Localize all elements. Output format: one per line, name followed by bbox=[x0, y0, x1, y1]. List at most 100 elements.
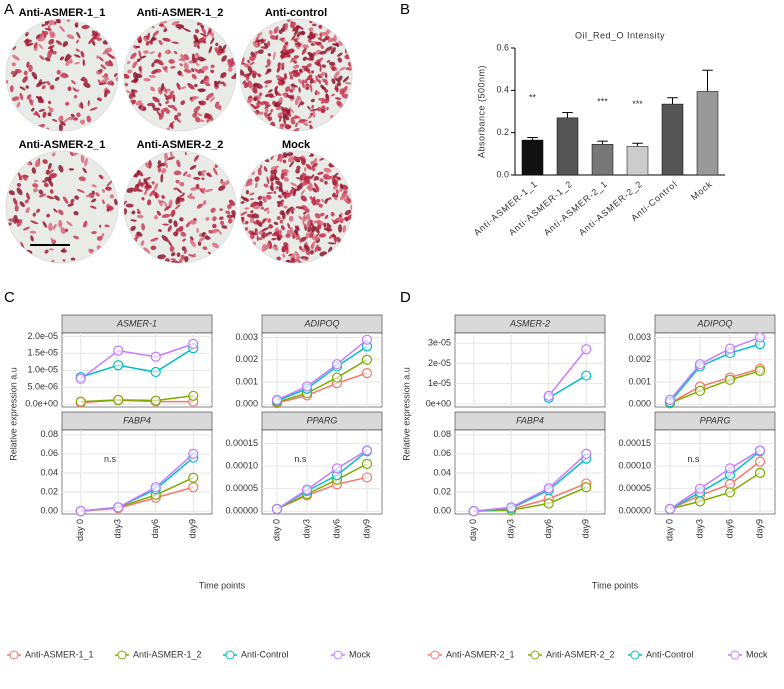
cell bbox=[311, 163, 318, 169]
cell bbox=[272, 245, 279, 251]
cell bbox=[279, 123, 285, 128]
cell bbox=[334, 197, 338, 201]
bar bbox=[696, 91, 719, 176]
cell bbox=[197, 241, 202, 246]
cell bbox=[124, 200, 128, 206]
panel-label: A bbox=[4, 1, 14, 18]
x-tick-label: day6 bbox=[150, 519, 160, 539]
legend-marker bbox=[630, 650, 640, 660]
cell bbox=[300, 189, 306, 195]
cell bbox=[327, 242, 337, 245]
cell bbox=[191, 73, 197, 79]
cell bbox=[9, 85, 14, 93]
y-tick-label: 0.002 bbox=[235, 354, 258, 364]
cell bbox=[168, 218, 173, 224]
cell bbox=[286, 19, 291, 22]
cell bbox=[205, 98, 210, 101]
cell bbox=[308, 120, 312, 124]
cell bbox=[307, 84, 312, 88]
cell bbox=[305, 232, 310, 239]
cell bbox=[56, 19, 61, 24]
cell bbox=[268, 231, 272, 235]
cell bbox=[299, 236, 307, 242]
cell bbox=[256, 235, 259, 242]
cell bbox=[312, 187, 317, 193]
cell bbox=[38, 193, 47, 198]
y-tick-label: 0.003 bbox=[235, 332, 258, 342]
cell bbox=[262, 195, 267, 203]
cell bbox=[317, 171, 324, 175]
cell bbox=[156, 110, 161, 117]
cell bbox=[304, 244, 310, 252]
cell bbox=[195, 52, 200, 58]
cell bbox=[270, 108, 274, 113]
cell bbox=[180, 231, 187, 237]
cell bbox=[306, 63, 312, 68]
point bbox=[361, 334, 373, 345]
cell bbox=[208, 29, 212, 34]
cell bbox=[260, 39, 267, 44]
cell bbox=[324, 35, 330, 41]
cell bbox=[263, 183, 269, 188]
y-tick-label: 0.6 bbox=[496, 42, 509, 52]
cell bbox=[182, 238, 186, 242]
cell bbox=[40, 32, 44, 38]
cell bbox=[325, 98, 330, 104]
cell bbox=[95, 192, 100, 197]
point bbox=[188, 448, 199, 459]
cell bbox=[51, 152, 56, 157]
cell bbox=[290, 115, 299, 120]
cell bbox=[296, 182, 303, 189]
cell bbox=[303, 68, 311, 72]
cell bbox=[212, 216, 217, 222]
cell bbox=[245, 182, 250, 187]
cell bbox=[342, 76, 350, 83]
cell bbox=[143, 77, 151, 82]
cell bbox=[147, 32, 150, 41]
cell bbox=[273, 190, 277, 194]
cell bbox=[167, 94, 176, 99]
cell bbox=[148, 74, 156, 78]
cell bbox=[217, 228, 222, 235]
cell bbox=[48, 248, 54, 251]
cell bbox=[198, 237, 206, 242]
cell bbox=[331, 66, 336, 72]
cell bbox=[106, 205, 114, 211]
cell bbox=[55, 40, 63, 46]
cell bbox=[334, 87, 339, 90]
y-tick-label: 0.02 bbox=[433, 486, 451, 496]
cell bbox=[67, 203, 74, 207]
cell bbox=[234, 72, 236, 78]
cell bbox=[258, 230, 264, 235]
cell bbox=[182, 27, 191, 32]
cell bbox=[66, 221, 73, 227]
cell bbox=[81, 24, 90, 30]
cell bbox=[131, 210, 136, 215]
cell bbox=[157, 164, 162, 168]
cell bbox=[37, 36, 46, 42]
cell bbox=[301, 205, 308, 211]
cell bbox=[336, 100, 342, 106]
cell bbox=[86, 115, 92, 123]
cell bbox=[10, 70, 16, 76]
cell bbox=[292, 70, 301, 75]
cell bbox=[258, 200, 263, 205]
cell bbox=[227, 67, 233, 72]
cell bbox=[167, 240, 173, 247]
cell bbox=[99, 224, 102, 228]
cells bbox=[124, 20, 236, 131]
cell bbox=[48, 20, 56, 26]
cell bbox=[211, 242, 220, 249]
cell bbox=[304, 78, 308, 84]
x-tick-label: day9 bbox=[581, 519, 591, 539]
cell bbox=[184, 151, 187, 156]
cell bbox=[170, 258, 176, 261]
cell bbox=[80, 101, 84, 110]
cell bbox=[247, 65, 253, 74]
cell bbox=[312, 110, 316, 118]
cell bbox=[124, 73, 130, 79]
cell bbox=[175, 187, 183, 194]
cells bbox=[124, 151, 236, 263]
facet-panel bbox=[454, 429, 606, 515]
bar bbox=[626, 146, 649, 176]
